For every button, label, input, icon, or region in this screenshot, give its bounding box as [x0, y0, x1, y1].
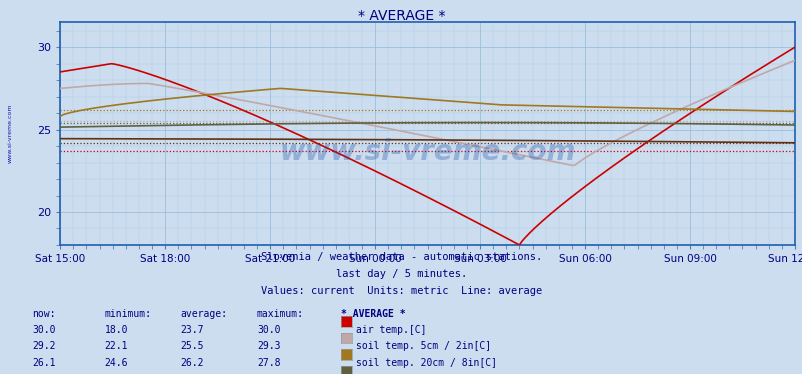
- Text: www.si-vreme.com: www.si-vreme.com: [279, 138, 575, 166]
- Text: 27.8: 27.8: [257, 358, 280, 368]
- Text: Slovenia / weather data - automatic stations.: Slovenia / weather data - automatic stat…: [261, 252, 541, 263]
- Text: 30.0: 30.0: [257, 325, 280, 335]
- Text: 30.0: 30.0: [32, 325, 55, 335]
- Text: 26.1: 26.1: [32, 358, 55, 368]
- Text: 25.5: 25.5: [180, 341, 204, 352]
- Text: soil temp. 20cm / 8in[C]: soil temp. 20cm / 8in[C]: [355, 358, 496, 368]
- Text: soil temp. 5cm / 2in[C]: soil temp. 5cm / 2in[C]: [355, 341, 490, 352]
- Text: 26.2: 26.2: [180, 358, 204, 368]
- Text: 18.0: 18.0: [104, 325, 128, 335]
- Text: air temp.[C]: air temp.[C]: [355, 325, 426, 335]
- Text: 29.2: 29.2: [32, 341, 55, 352]
- Text: average:: average:: [180, 309, 228, 319]
- Text: 23.7: 23.7: [180, 325, 204, 335]
- Text: Values: current  Units: metric  Line: average: Values: current Units: metric Line: aver…: [261, 286, 541, 296]
- Text: minimum:: minimum:: [104, 309, 152, 319]
- Text: maximum:: maximum:: [257, 309, 304, 319]
- Text: 22.1: 22.1: [104, 341, 128, 352]
- Text: 24.6: 24.6: [104, 358, 128, 368]
- Text: 29.3: 29.3: [257, 341, 280, 352]
- Text: www.si-vreme.com: www.si-vreme.com: [8, 104, 13, 163]
- Text: last day / 5 minutes.: last day / 5 minutes.: [335, 269, 467, 279]
- Text: * AVERAGE *: * AVERAGE *: [358, 9, 444, 23]
- Text: * AVERAGE *: * AVERAGE *: [341, 309, 405, 319]
- Text: now:: now:: [32, 309, 55, 319]
